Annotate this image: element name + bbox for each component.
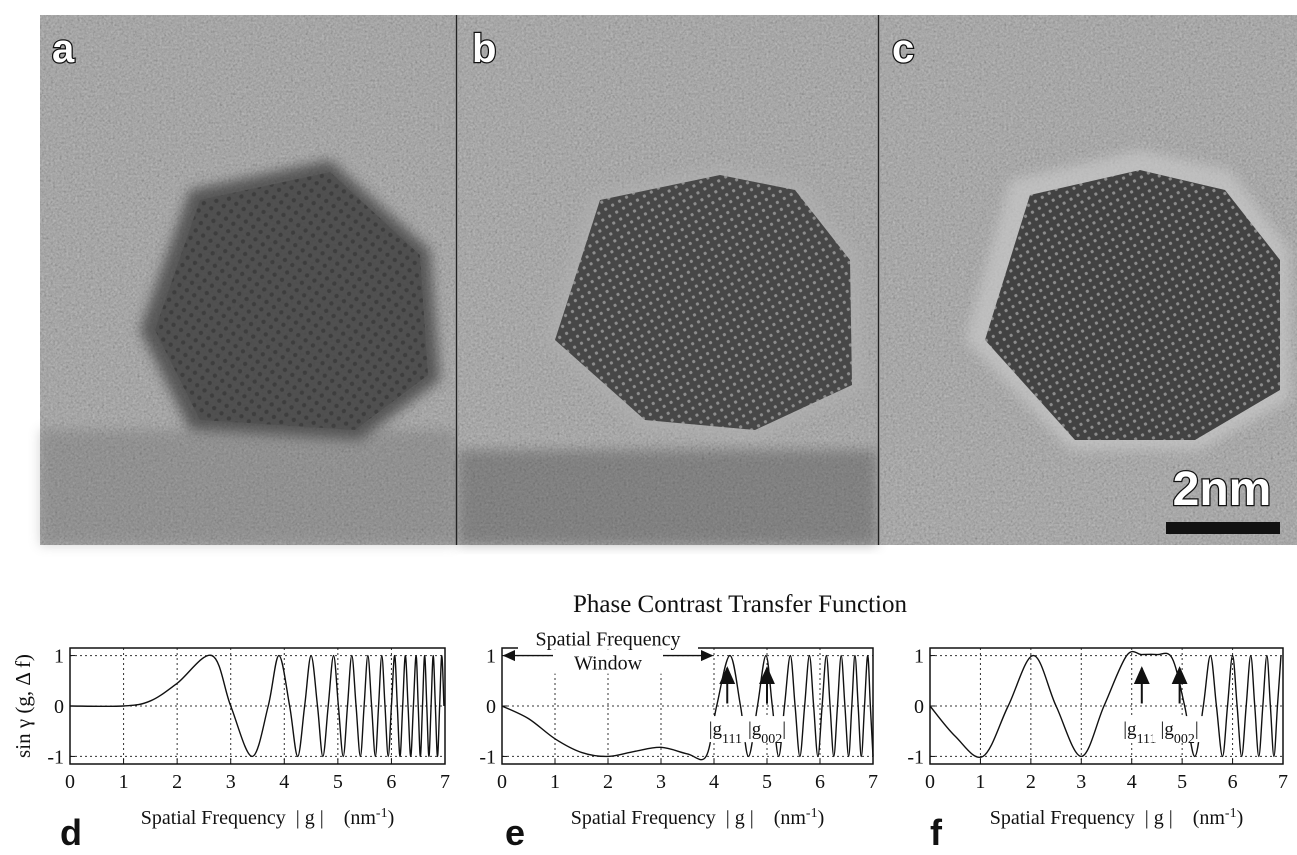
x-tick-label: 0: [65, 771, 75, 793]
arrow-label-part: |: [782, 719, 786, 740]
x-tick-label: 5: [333, 771, 343, 793]
arrow-label-sub: 111: [722, 732, 742, 747]
y-axis-label: sin γ (g, Δ f): [11, 654, 35, 758]
x-tick-label: 2: [172, 771, 182, 793]
x-axis-label-sup: -1: [1225, 806, 1237, 821]
x-tick-label: 5: [762, 771, 772, 793]
arrow-label-part: |g: [748, 719, 762, 740]
x-axis-label: Spatial Frequency | g | (nm-1): [141, 806, 395, 830]
x-tick-label: 7: [440, 771, 450, 793]
x-axis-label: Spatial Frequency | g | (nm-1): [571, 806, 825, 830]
x-tick-label: 4: [279, 771, 289, 793]
chart-label: d: [60, 812, 82, 853]
y-tick-label: 1: [914, 646, 924, 668]
x-tick-label: 3: [226, 771, 236, 793]
chart-label: f: [930, 812, 943, 853]
curve: [930, 652, 1281, 758]
chart-label: e: [505, 812, 525, 853]
arrow-label-part: |g: [1161, 719, 1175, 740]
y-tick-label: 1: [54, 646, 64, 668]
x-tick-label: 6: [815, 771, 825, 793]
x-axis-label-sup: -1: [376, 806, 388, 821]
x-axis-label-sup: -1: [806, 806, 818, 821]
x-axis-label-part: ): [1237, 807, 1244, 829]
scale-bar: [1166, 522, 1280, 534]
x-tick-label: 5: [1177, 771, 1187, 793]
arrow-label-part: |g: [709, 719, 723, 740]
x-tick-label: 4: [1127, 771, 1137, 793]
x-tick-label: 4: [709, 771, 719, 793]
x-axis-label: Spatial Frequency | g | (nm-1): [990, 806, 1244, 830]
x-tick-label: 1: [119, 771, 129, 793]
arrow-label-sub: 002: [761, 732, 782, 747]
panel-label: a: [52, 27, 75, 71]
x-tick-label: 6: [386, 771, 396, 793]
tem-image: [458, 15, 877, 545]
x-axis-label-part: ): [388, 807, 395, 829]
y-tick-label: 0: [486, 696, 496, 718]
x-axis-label-part: ): [818, 807, 825, 829]
x-tick-label: 3: [1076, 771, 1086, 793]
y-tick-label: -1: [907, 746, 924, 768]
x-tick-label: 2: [603, 771, 613, 793]
x-tick-label: 7: [1278, 771, 1288, 793]
x-tick-label: 0: [497, 771, 507, 793]
arrow-label-sub: 002: [1174, 732, 1195, 747]
panel-label: c: [892, 27, 914, 71]
figure: a b c 2nm Phase Contrast Transfer Functi…: [0, 0, 1297, 855]
x-tick-label: 1: [975, 771, 985, 793]
x-axis-label-part: Spatial Frequency | g | (nm: [990, 807, 1226, 829]
x-axis-label-part: Spatial Frequency | g | (nm: [141, 807, 377, 829]
y-tick-label: 1: [486, 646, 496, 668]
x-tick-label: 1: [550, 771, 560, 793]
scale-bar-label: 2nm: [1173, 463, 1272, 516]
x-tick-label: 3: [656, 771, 666, 793]
x-tick-label: 2: [1026, 771, 1036, 793]
panel-label: b: [472, 27, 496, 71]
x-tick-label: 6: [1228, 771, 1238, 793]
y-tick-label: 0: [914, 696, 924, 718]
arrow-label-part: |g: [1123, 719, 1137, 740]
y-tick-label: -1: [479, 746, 496, 768]
arrow-label-part: |: [1195, 719, 1199, 740]
figure-title: Phase Contrast Transfer Function: [573, 591, 908, 618]
x-tick-label: 0: [925, 771, 935, 793]
y-tick-label: 0: [54, 696, 64, 718]
x-tick-label: 7: [868, 771, 878, 793]
x-axis-label-part: Spatial Frequency | g | (nm: [571, 807, 807, 829]
window-label: Spatial Frequency: [536, 629, 681, 651]
window-label: Window: [574, 653, 643, 675]
tem-image: [40, 15, 455, 545]
y-tick-label: -1: [47, 746, 64, 768]
